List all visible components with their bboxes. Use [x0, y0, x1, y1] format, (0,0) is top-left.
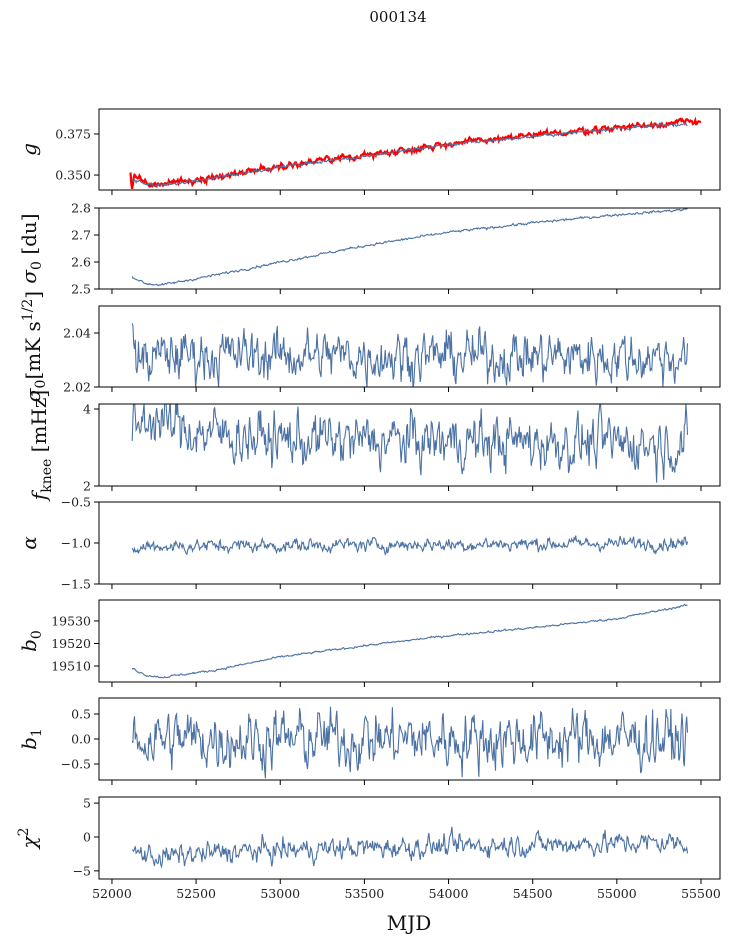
y-label-main: α	[17, 536, 41, 550]
axes-frame	[98, 108, 721, 191]
y-axis-label: b1	[17, 728, 45, 750]
series-line-b0	[131, 603, 688, 679]
y-label-tail: [du]	[17, 213, 41, 261]
y-tick-label: −1.5	[61, 577, 91, 592]
series-line-chi2	[131, 826, 689, 869]
y-tick-label: 0.375	[55, 126, 91, 141]
y-label-main: b	[17, 639, 41, 652]
y-tick-label: 0.0	[71, 732, 91, 747]
y-tick-label: −5	[73, 863, 91, 878]
y-tick-label: 0.350	[55, 168, 91, 183]
axes-frame	[98, 403, 721, 487]
y-axis-label: α	[17, 536, 41, 550]
y-tick-label: 2	[83, 479, 91, 494]
series-line-sigma0-du	[131, 208, 688, 287]
series-line-alpha	[131, 535, 689, 556]
y-tick-label: 2.6	[71, 255, 91, 270]
y-tick-label: 19520	[51, 636, 91, 651]
y-label-sub: 1	[29, 728, 45, 737]
chart-title: 000134	[369, 8, 426, 26]
panel-7: −5 0 5 52000 52500 53000 53500 54000 54500 55000 5…	[16, 796, 721, 901]
panel-2: 2.02 2.04 σ0[mK s1/2]	[20, 291, 721, 402]
x-tick-label: 53500	[345, 886, 385, 901]
series-line-sigma0-mK	[131, 323, 689, 387]
y-axis-label: fknee [mHz]	[27, 390, 55, 502]
x-tick-label: 52500	[176, 886, 216, 901]
panel-3: 2 4 fknee [mHz]	[27, 390, 721, 502]
y-label-main: σ	[17, 269, 41, 284]
y-tick-label: 19530	[51, 613, 91, 628]
panel-1: 2.5 2.6 2.7 2.8 σ0 [du]	[17, 201, 721, 297]
y-label-main: χ	[17, 835, 41, 851]
y-tick-label: 2.02	[63, 380, 91, 395]
y-tick-label: 0.5	[71, 707, 91, 722]
series-line-g	[132, 122, 688, 188]
series-line-fknee	[131, 404, 689, 483]
y-tick-label: 5	[83, 796, 91, 811]
y-tick-label: 2.5	[71, 282, 91, 297]
x-tick-label: 55500	[681, 886, 721, 901]
panel-0: 0.350 0.375 g	[17, 108, 721, 195]
panel-5: 19510 19520 19530 b0	[17, 599, 721, 687]
axes-frame	[98, 305, 721, 388]
y-axis-label: b0	[17, 630, 45, 652]
y-tick-label: 0	[83, 829, 91, 844]
x-tick-label: 53000	[260, 886, 300, 901]
x-axis-label: MJD	[387, 911, 432, 935]
y-tick-label: 4	[83, 402, 91, 417]
y-label-sup: 2	[16, 827, 32, 836]
y-label-main: g	[17, 143, 41, 156]
y-label-sub: 0	[29, 630, 45, 639]
y-axis-label: g	[17, 143, 41, 156]
y-tick-label: 2.04	[63, 326, 91, 341]
y-axis-label: σ0 [du]	[17, 213, 45, 283]
y-label-tail: [mK s	[21, 321, 45, 379]
y-tick-label: 2.8	[71, 201, 91, 216]
y-axis-label: χ2	[16, 827, 41, 850]
x-tick-label: 55000	[597, 886, 637, 901]
y-label-tail: [mHz]	[27, 390, 51, 459]
y-label-sub: 0	[29, 261, 45, 270]
axes-frame	[98, 796, 721, 880]
panel-6: −0.5 0.0 0.5 b1	[17, 697, 721, 785]
y-tick-label: 2.7	[71, 228, 91, 243]
y-label-sup: 1/2	[20, 299, 36, 322]
y-tick-label: −0.5	[61, 757, 91, 772]
series-line-b1	[131, 706, 689, 779]
x-tick-label: 54500	[513, 886, 553, 901]
axes-frame	[98, 599, 721, 683]
y-axis-label: σ0[mK s1/2]	[20, 291, 49, 402]
y-label-sub: 0	[33, 380, 49, 389]
x-tick-label: 52000	[92, 886, 132, 901]
y-label-main: b	[17, 737, 41, 750]
axes-frame	[98, 207, 721, 290]
y-label-main: σ	[21, 387, 45, 402]
y-label-tail2: ]	[21, 291, 45, 299]
series-line-g-model	[129, 116, 702, 190]
y-tick-label: 19510	[51, 659, 91, 674]
x-tick-label: 54000	[429, 886, 469, 901]
panel-4: −1.5 −1.0 −0.5 α	[17, 495, 721, 592]
y-label-sub: knee	[39, 459, 55, 493]
y-tick-label: −1.0	[61, 536, 91, 551]
y-tick-label: −0.5	[61, 495, 91, 510]
